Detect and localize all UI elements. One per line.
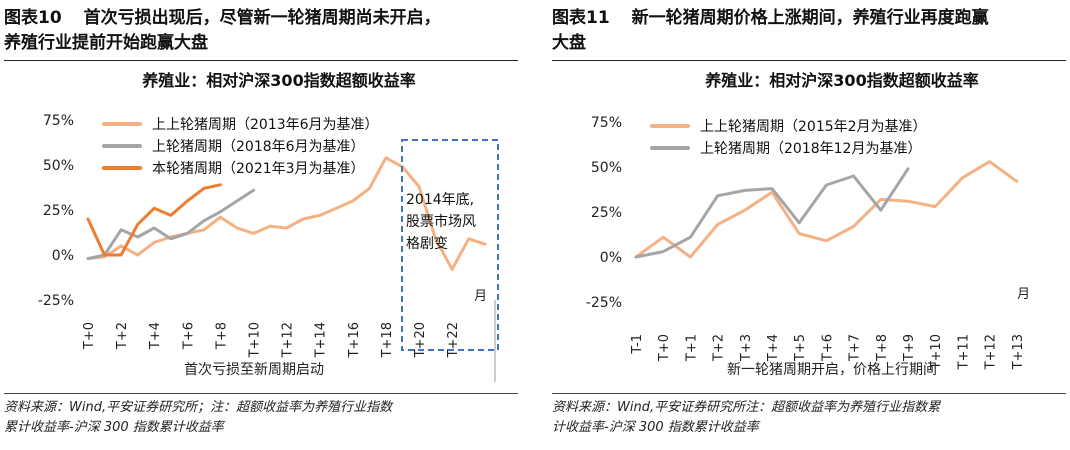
y-tick-label: 25% [43,203,74,219]
figure-number: 图表10 [4,8,62,28]
x-tick-label: T+11 [956,334,971,370]
source-rule [552,393,1066,394]
source-rule [4,393,518,394]
figure-heading: 图表10 首次亏损出现后，尽管新一轮猪周期尚未开启， 养殖行业提前开始跑赢大盘 [4,6,518,56]
y-tick-label: 75% [591,115,622,131]
chart-left: 养殖业：相对沪深300指数超额收益率 75% 50% 25% 0% -25% T+0 T+2 T… [38,71,499,382]
y-tick-label: 75% [43,113,74,129]
series-line-1 [86,188,255,261]
source-line2: 累计收益率-沪深 300 指数累计收益率 [4,420,224,435]
series-line-2 [86,183,222,257]
x-tick-label: T+6 [820,334,835,362]
x-tick-label: T+22 [446,322,461,358]
x-tick-label: T+6 [181,322,196,350]
figure-panel-right: 图表11 新一轮猪周期价格上涨期间，养殖行业再度跑赢 大盘 养殖业：相对沪深300… [552,0,1070,450]
figure-heading: 图表11 新一轮猪周期价格上涨期间，养殖行业再度跑赢 大盘 [552,6,1066,56]
y-tick-label: 50% [591,160,622,176]
x-tick-label: T+13 [1011,334,1026,370]
annotation-text: 股票市场风 [406,213,476,230]
x-tick-label: T+20 [413,322,428,358]
legend-label-1: 上轮猪周期（2018年6月为基准） [152,138,365,155]
source-line2: 计收益率-沪深 300 指数累计收益率 [552,420,759,435]
source-line1: 资料来源：Wind,平安证券研究所注：超额收益率为养殖行业指数累 [552,400,941,415]
annotation-text: 2014年底, [406,192,474,208]
x-tick-label: T+9 [902,334,917,362]
chart-title: 养殖业：相对沪深300指数超额收益率 [704,71,978,90]
x-tick-label: T+8 [875,334,890,362]
x-tick-label: T+12 [281,322,296,358]
x-tick-label: T+4 [766,334,781,362]
y-tick-label: 25% [591,205,622,221]
series-line-0 [634,160,1019,259]
legend-label-1: 上轮猪周期（2018年12月为基准） [700,140,921,157]
annotation-box [401,139,499,351]
x-tick-label: T+2 [712,334,727,362]
x-tick-label: T+0 [657,334,672,362]
heading-rule [4,60,518,61]
legend-label-0: 上上轮猪周期（2015年2月为基准） [700,118,927,135]
figure-heading-line2: 养殖行业提前开始跑赢大盘 [4,33,208,53]
x-tick-label: T+2 [115,322,130,350]
y-tick-label: 0% [600,250,622,266]
figure-heading-line1: 新一轮猪周期价格上涨期间，养殖行业再度跑赢 [631,8,989,28]
figure-heading-line2: 大盘 [552,33,586,53]
source-note: 资料来源：Wind,平安证券研究所；注：超额收益率为养殖行业指数 累计收益率-沪… [4,398,518,438]
x-tick-label: T+16 [347,322,362,358]
series-line-1 [634,167,910,259]
y-tick-label: -25% [586,295,622,311]
x-tick-label: T+10 [929,334,944,370]
series-line-0 [86,156,487,271]
chart-right: 养殖业：相对沪深300指数超额收益率 75% 50% 25% 0% -25% T-1 T+0 T… [586,71,1030,378]
heading-rule [552,60,1066,61]
y-tick-label: 50% [43,158,74,174]
x-tick-label: T+3 [739,334,754,362]
x-tick-label: T+4 [148,322,163,350]
x-tick-label: T+18 [380,322,395,358]
chart-title: 养殖业：相对沪深300指数超额收益率 [141,71,415,90]
legend-label-2: 本轮猪周期（2021年3月为基准） [152,160,365,177]
annotation-text: 格剧变 [406,236,448,252]
x-tick-label: T+7 [848,334,863,362]
x-unit-label: 月 [1017,287,1030,302]
x-tick-label: T+0 [82,322,97,350]
x-tick-label: T+1 [684,334,699,362]
x-axis-label: 新一轮猪周期开启，价格上行期间 [727,362,937,378]
x-tick-label: T-1 [630,334,645,355]
x-tick-label: T+12 [984,334,999,370]
figure-number: 图表11 [552,8,610,28]
y-tick-label: 0% [52,248,74,264]
x-tick-label: T+10 [248,322,263,358]
x-tick-label: T+8 [214,322,229,350]
figure-heading-line1: 首次亏损出现后，尽管新一轮猪周期尚未开启， [83,8,441,28]
y-tick-label: -25% [38,293,74,309]
legend-label-0: 上上轮猪周期（2013年6月为基准） [152,116,379,133]
x-axis-label: 首次亏损至新周期启动 [184,362,324,378]
figure-panel-left: 图表10 首次亏损出现后，尽管新一轮猪周期尚未开启， 养殖行业提前开始跑赢大盘 养… [4,0,522,450]
x-tick-label: T+5 [793,334,808,362]
source-note: 资料来源：Wind,平安证券研究所注：超额收益率为养殖行业指数累 计收益率-沪深… [552,398,1066,438]
source-line1: 资料来源：Wind,平安证券研究所；注：超额收益率为养殖行业指数 [4,400,393,415]
x-tick-label: T+14 [314,322,329,358]
x-unit-label: 月 [474,289,487,304]
